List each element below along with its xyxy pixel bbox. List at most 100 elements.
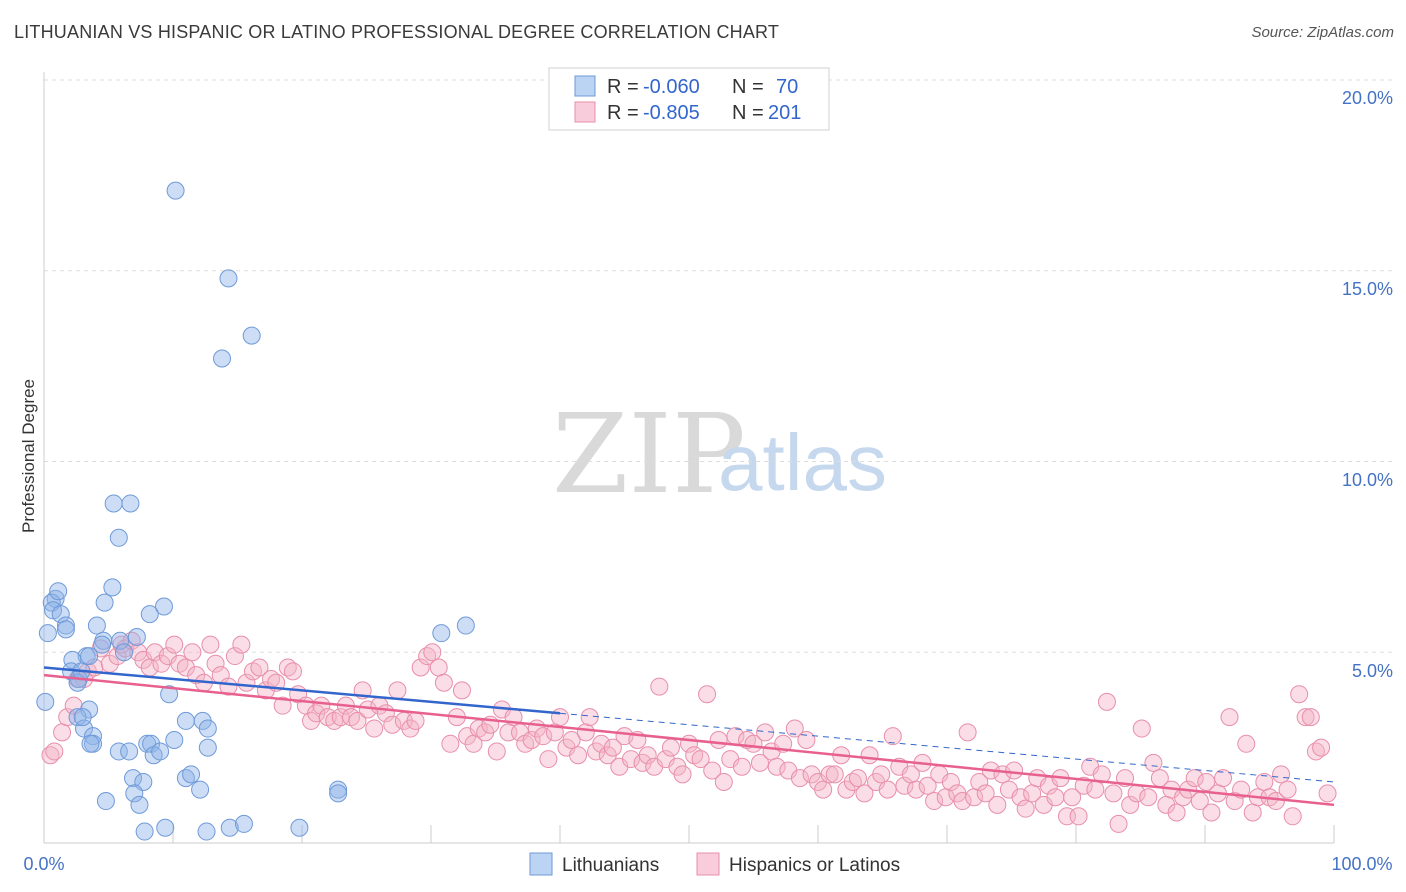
y-tick-labels: 20.0% 15.0% 10.0% 5.0% [1342, 88, 1393, 681]
data-point [80, 647, 99, 666]
data-point [160, 685, 179, 704]
data-point [182, 765, 201, 784]
data-point [191, 780, 210, 799]
data-point [127, 627, 146, 646]
data-point [388, 681, 407, 700]
data-point [273, 696, 292, 715]
data-point [941, 772, 960, 791]
data-point [225, 647, 244, 666]
data-point [790, 769, 809, 788]
data-point [1272, 765, 1291, 784]
data-point [1283, 807, 1302, 826]
trend-line-lithuanians-extension [559, 712, 1335, 783]
data-point [750, 753, 769, 772]
data-point [152, 654, 171, 673]
data-point [714, 772, 733, 791]
data-point [802, 765, 821, 784]
data-point [1301, 708, 1320, 727]
y-axis-label: Professional Degree [19, 379, 38, 533]
legend-r-value-1: -0.060 [643, 76, 700, 98]
data-point [111, 631, 130, 650]
data-point [95, 593, 114, 612]
legend-swatch-blue [574, 75, 596, 97]
legend-n-label-2: N = [732, 102, 764, 124]
data-point [1097, 692, 1116, 711]
data-point [709, 730, 728, 749]
data-point [104, 494, 123, 513]
data-point [290, 818, 309, 837]
data-point [1016, 799, 1035, 818]
data-point [176, 711, 195, 730]
data-point [331, 708, 350, 727]
data-point [219, 269, 238, 288]
data-point [1104, 784, 1123, 803]
data-point [329, 780, 348, 799]
data-point [1005, 761, 1024, 780]
data-point [242, 326, 261, 345]
data-point [120, 742, 139, 761]
stats-legend: R = -0.060 N = 70 R = -0.805 N = 201 [548, 67, 830, 131]
data-point [1069, 807, 1088, 826]
data-point [234, 814, 253, 833]
watermark: ZIP atlas [552, 390, 887, 518]
data-point [124, 769, 143, 788]
data-point [38, 624, 57, 643]
data-point [1011, 788, 1030, 807]
legend-n-value-1: 70 [776, 76, 798, 98]
data-point [732, 757, 751, 776]
data-point [592, 734, 611, 753]
x-tick-marks [43, 825, 1335, 843]
data-point [151, 742, 170, 761]
data-point [797, 730, 816, 749]
data-point [522, 730, 541, 749]
data-point [621, 750, 640, 769]
series-legend-label-hispanics: Hispanics or Latinos [729, 855, 900, 876]
data-point [691, 750, 710, 769]
data-point [883, 727, 902, 746]
data-point [1132, 719, 1151, 738]
data-point [411, 658, 430, 677]
legend-r-value-2: -0.805 [643, 102, 700, 124]
data-point [1063, 788, 1082, 807]
data-point [562, 730, 581, 749]
x-tick-label-0: 0.0% [23, 854, 64, 874]
data-point [45, 742, 64, 761]
data-point [441, 734, 460, 753]
data-point [58, 708, 77, 727]
data-point [1296, 708, 1315, 727]
y-tick-label-10: 10.0% [1342, 470, 1393, 490]
data-point [860, 746, 879, 765]
data-point [1167, 803, 1186, 822]
series-legend-swatch-lithuanians [529, 852, 553, 876]
data-point [661, 738, 680, 757]
legend-n-label-1: N = [732, 76, 764, 98]
data-point [68, 708, 87, 727]
chart-title: LITHUANIAN VS HISPANIC OR LATINO PROFESS… [14, 22, 780, 42]
data-point [1202, 803, 1221, 822]
data-point [87, 616, 106, 635]
data-point [1144, 753, 1163, 772]
data-point [74, 719, 93, 738]
data-point [206, 654, 225, 673]
data-point [406, 711, 425, 730]
x-tick-label-100: 100.0% [1331, 854, 1392, 874]
data-point [452, 681, 471, 700]
data-point [93, 635, 112, 654]
data-point [1237, 734, 1256, 753]
data-point [109, 528, 128, 547]
data-point [673, 765, 692, 784]
data-point [197, 822, 216, 841]
data-point [283, 662, 302, 681]
data-point [907, 780, 926, 799]
data-point [698, 685, 717, 704]
data-point [329, 784, 348, 803]
data-point [1074, 776, 1093, 795]
data-point [176, 658, 195, 677]
data-point [970, 772, 989, 791]
data-point [49, 582, 68, 601]
data-point [785, 719, 804, 738]
gridlines [44, 79, 1394, 653]
data-point [551, 708, 569, 727]
data-point [988, 795, 1007, 814]
